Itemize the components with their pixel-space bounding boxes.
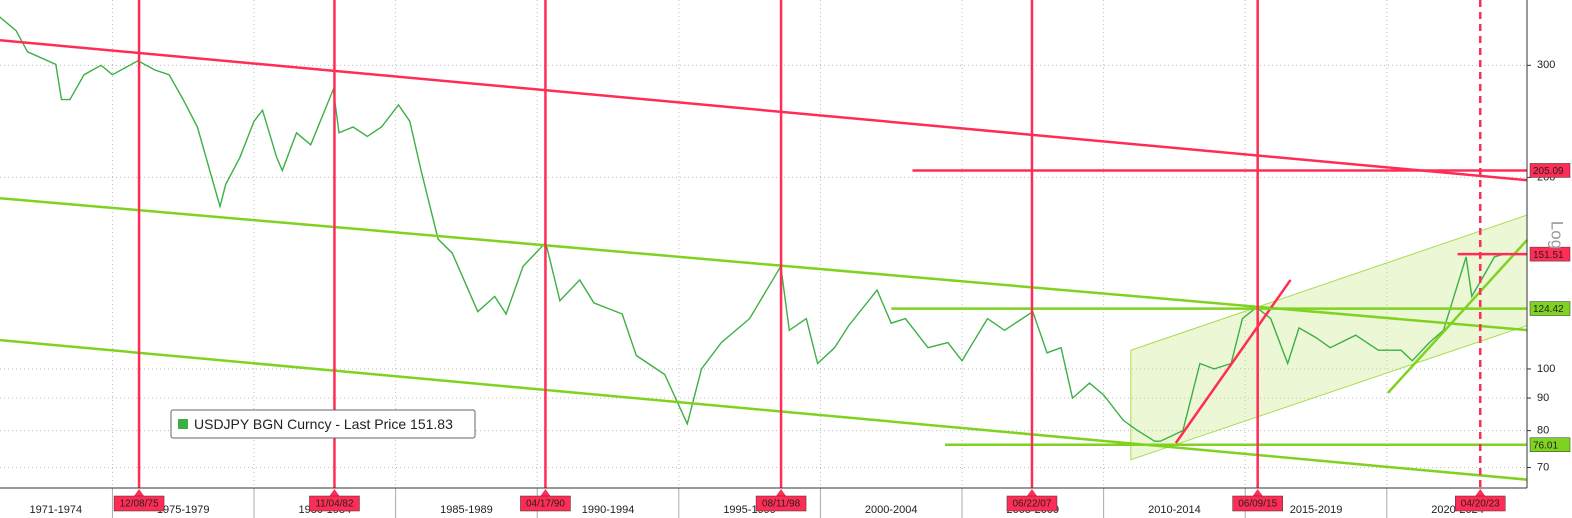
level-label: 205.09 xyxy=(1533,166,1564,177)
level-label-box xyxy=(1529,301,1571,316)
x-tick-label: 1990-1994 xyxy=(582,504,635,516)
x-tick-label: 1985-1989 xyxy=(440,504,493,516)
date-marker-box xyxy=(520,495,571,512)
price-line xyxy=(0,16,1507,442)
level-label: 76.01 xyxy=(1533,440,1558,451)
date-marker-box xyxy=(113,495,165,512)
level-label: 124.42 xyxy=(1533,304,1564,315)
legend-box xyxy=(170,409,476,439)
x-tick-label: 1971-1974 xyxy=(29,504,82,516)
date-marker-arrow xyxy=(1026,489,1037,496)
trend-line xyxy=(0,338,1528,481)
legend: USDJPY BGN Curncy - Last Price 151.83 xyxy=(170,409,476,439)
legend-swatch xyxy=(178,419,188,429)
y-tick-label: 70 xyxy=(1537,461,1549,473)
x-tick-label: 2015-2019 xyxy=(1290,504,1343,516)
level-label-box xyxy=(1529,437,1571,453)
date-marker-label: 12/08/75 xyxy=(120,499,159,510)
y-tick-label: 80 xyxy=(1537,425,1549,437)
trend-line xyxy=(1174,279,1292,444)
y-tick-label: 300 xyxy=(1537,59,1555,71)
y-tick-label: 90 xyxy=(1537,392,1549,404)
legend-last-value: 151.83 xyxy=(410,416,453,432)
date-marker-box xyxy=(755,495,807,512)
legend-name: USDJPY BGN Curncy - Last Price xyxy=(194,416,406,432)
date-marker-label: 04/20/23 xyxy=(1461,499,1500,510)
date-marker-label: 04/17/90 xyxy=(526,499,565,510)
date-marker-arrow xyxy=(776,489,787,496)
date-marker-label: 06/22/07 xyxy=(1013,499,1052,510)
date-marker-label: 08/11/98 xyxy=(762,499,801,510)
x-tick-label: 2000-2004 xyxy=(865,504,918,516)
date-marker-box xyxy=(1006,495,1058,512)
date-marker-arrow xyxy=(1475,489,1486,496)
date-marker-arrow xyxy=(540,489,551,496)
date-marker-arrow xyxy=(329,489,340,496)
level-label-box xyxy=(1529,163,1571,178)
date-marker-label: 06/09/15 xyxy=(1238,499,1277,510)
date-marker-box xyxy=(1232,495,1283,512)
date-marker-box xyxy=(1455,495,1506,512)
date-marker-label: 11/04/82 xyxy=(315,499,354,510)
scale-label: Log xyxy=(1548,221,1567,249)
level-label: 151.51 xyxy=(1533,250,1564,261)
trend-line xyxy=(1387,239,1528,394)
date-marker-arrow xyxy=(1252,489,1263,496)
x-tick-label: 2010-2014 xyxy=(1148,504,1201,516)
x-tick-label: 1975-1979 xyxy=(157,504,210,516)
level-label-box xyxy=(1529,246,1571,262)
legend-label: USDJPY BGN Curncy - Last Price 151.83 xyxy=(194,416,453,432)
date-marker-arrow xyxy=(134,489,145,496)
date-marker-box xyxy=(309,495,360,512)
y-tick-label: 100 xyxy=(1537,363,1555,375)
trend-line xyxy=(0,39,1528,182)
